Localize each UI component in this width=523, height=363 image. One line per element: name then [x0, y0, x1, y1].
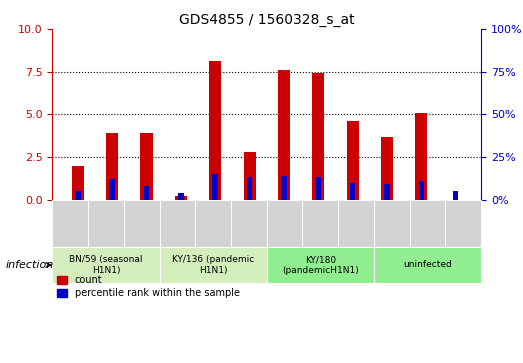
Text: BN/59 (seasonal
H1N1): BN/59 (seasonal H1N1): [69, 255, 143, 275]
Bar: [141, 133, 153, 200]
Bar: [347, 121, 359, 200]
Bar: [415, 113, 427, 200]
Bar: [106, 133, 118, 200]
Bar: [178, 193, 184, 200]
Bar: [350, 183, 355, 200]
Text: KY/180
(pandemicH1N1): KY/180 (pandemicH1N1): [282, 255, 359, 275]
Bar: [244, 152, 256, 200]
Bar: [281, 176, 287, 200]
Bar: [247, 178, 252, 200]
Text: infection: infection: [5, 260, 53, 270]
Bar: [175, 196, 187, 200]
Bar: [144, 186, 149, 200]
Bar: [278, 70, 290, 200]
Bar: [212, 174, 218, 200]
Text: uninfected: uninfected: [403, 261, 452, 269]
Bar: [453, 191, 458, 200]
Text: KY/136 (pandemic
H1N1): KY/136 (pandemic H1N1): [172, 255, 254, 275]
Bar: [384, 184, 390, 200]
Bar: [109, 179, 115, 200]
Legend: count, percentile rank within the sample: count, percentile rank within the sample: [57, 275, 240, 298]
Bar: [381, 136, 393, 200]
Bar: [315, 178, 321, 200]
Bar: [312, 73, 324, 200]
Bar: [209, 61, 221, 200]
Bar: [75, 191, 81, 200]
Bar: [418, 181, 424, 200]
Bar: [72, 166, 84, 200]
Title: GDS4855 / 1560328_s_at: GDS4855 / 1560328_s_at: [179, 13, 355, 26]
